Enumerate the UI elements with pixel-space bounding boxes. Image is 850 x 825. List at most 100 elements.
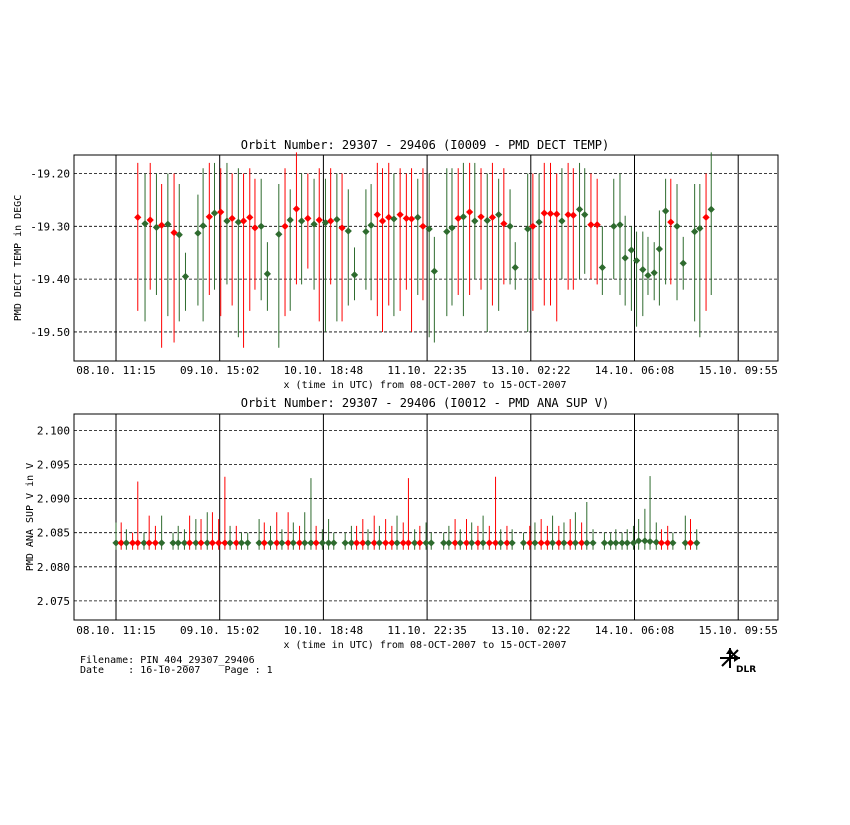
- data-point: [260, 539, 268, 547]
- x-tick-labels: 08.10. 11:15 09.10. 15:02 10.10. 18:48 11.1…: [76, 624, 778, 637]
- data-point: [286, 216, 294, 224]
- data-point: [508, 539, 516, 547]
- data-point: [215, 539, 223, 547]
- data-point: [529, 222, 537, 230]
- y-tick-label: 2.090: [37, 493, 70, 506]
- data-point: [566, 539, 574, 547]
- chart-title: Orbit Number: 29307 - 29406 (I0012 - PMD…: [241, 396, 609, 410]
- data-point: [707, 205, 715, 214]
- data-point: [203, 539, 211, 547]
- y-tick-label: 2.080: [37, 561, 70, 574]
- data-point: [610, 222, 618, 230]
- data-point: [158, 221, 166, 229]
- data-point: [134, 213, 142, 221]
- data-point: [479, 539, 487, 547]
- y-axis-label: PMD ANA SUP V in V: [25, 463, 36, 571]
- data-point: [526, 539, 534, 547]
- data-point: [664, 539, 672, 547]
- data-point: [497, 539, 505, 547]
- data-markers: [134, 205, 715, 281]
- data-point: [564, 211, 572, 219]
- data-point: [618, 539, 626, 547]
- data-point: [362, 227, 370, 236]
- data-point: [170, 229, 178, 237]
- data-point: [140, 539, 148, 547]
- data-point: [471, 217, 479, 225]
- data-point: [612, 539, 620, 547]
- data-point: [263, 270, 272, 278]
- y-tick-label: -19.50: [30, 326, 70, 339]
- data-point: [488, 213, 497, 221]
- data-point: [702, 213, 710, 221]
- data-point: [627, 246, 635, 254]
- data-point: [312, 539, 320, 547]
- data-point: [226, 539, 234, 547]
- dlr-logo-text: DLR: [736, 665, 756, 674]
- data-point: [696, 224, 704, 233]
- data-point: [693, 539, 701, 547]
- data-point: [310, 220, 318, 228]
- data-point: [370, 539, 378, 547]
- data-point: [284, 539, 292, 547]
- x-tick-label: 15.10. 09:55: [698, 364, 777, 377]
- data-point: [232, 539, 240, 547]
- data-point: [307, 539, 315, 547]
- data-point: [459, 213, 467, 221]
- data-point: [152, 223, 161, 231]
- data-point: [583, 539, 591, 547]
- data-point: [385, 213, 393, 221]
- data-point: [359, 539, 367, 547]
- data-point: [318, 539, 326, 547]
- x-tick-label: 14.10. 06:08: [595, 624, 674, 637]
- day-separators: [115, 414, 739, 620]
- data-point: [210, 209, 219, 217]
- y-tick-label: -19.30: [30, 220, 70, 233]
- y-tick-labels: -19.20 -19.30 -19.40 -19.50: [30, 167, 70, 338]
- data-point: [399, 539, 407, 547]
- data-point: [650, 269, 658, 277]
- data-point: [506, 222, 514, 230]
- day-separators: [115, 155, 739, 361]
- data-point: [164, 220, 172, 228]
- data-point: [485, 539, 493, 547]
- voltage-chart: Orbit Number: 29307 - 29406 (I0012 - PMD…: [25, 396, 779, 651]
- data-point: [246, 213, 254, 221]
- data-point: [128, 539, 137, 547]
- data-point: [581, 211, 589, 219]
- data-point: [315, 216, 323, 224]
- data-point: [641, 537, 649, 545]
- data-point: [440, 539, 448, 547]
- data-point: [244, 539, 252, 547]
- data-point: [543, 539, 551, 547]
- data-point: [548, 539, 557, 547]
- data-point: [589, 539, 597, 547]
- data-point: [402, 214, 410, 222]
- data-point: [593, 221, 601, 229]
- data-point: [192, 539, 200, 547]
- y-tick-labels: 2.075 2.080 2.085 2.090 2.095 2.100: [37, 424, 70, 608]
- x-tick-label: 13.10. 02:22: [491, 624, 570, 637]
- data-point: [145, 539, 153, 547]
- data-point: [474, 539, 482, 547]
- data-point: [655, 245, 663, 253]
- data-point: [425, 225, 433, 233]
- data-point: [251, 224, 259, 232]
- data-point: [393, 539, 401, 547]
- x-tick-label: 08.10. 11:15: [76, 624, 155, 637]
- data-point: [324, 539, 333, 547]
- data-point: [679, 259, 687, 267]
- dlr-logo-icon: DLR: [720, 648, 756, 674]
- data-point: [175, 231, 183, 239]
- data-point: [194, 229, 202, 237]
- error-bars: [137, 152, 712, 348]
- data-point: [205, 213, 213, 221]
- data-point: [298, 217, 306, 225]
- x-tick-label: 09.10. 15:02: [180, 624, 259, 637]
- data-point: [146, 216, 154, 224]
- data-point: [686, 539, 695, 547]
- x-tick-label: 08.10. 11:15: [76, 364, 155, 377]
- x-tick-label: 10.10. 18:48: [284, 624, 363, 637]
- data-point: [364, 539, 372, 547]
- data-point: [275, 230, 283, 238]
